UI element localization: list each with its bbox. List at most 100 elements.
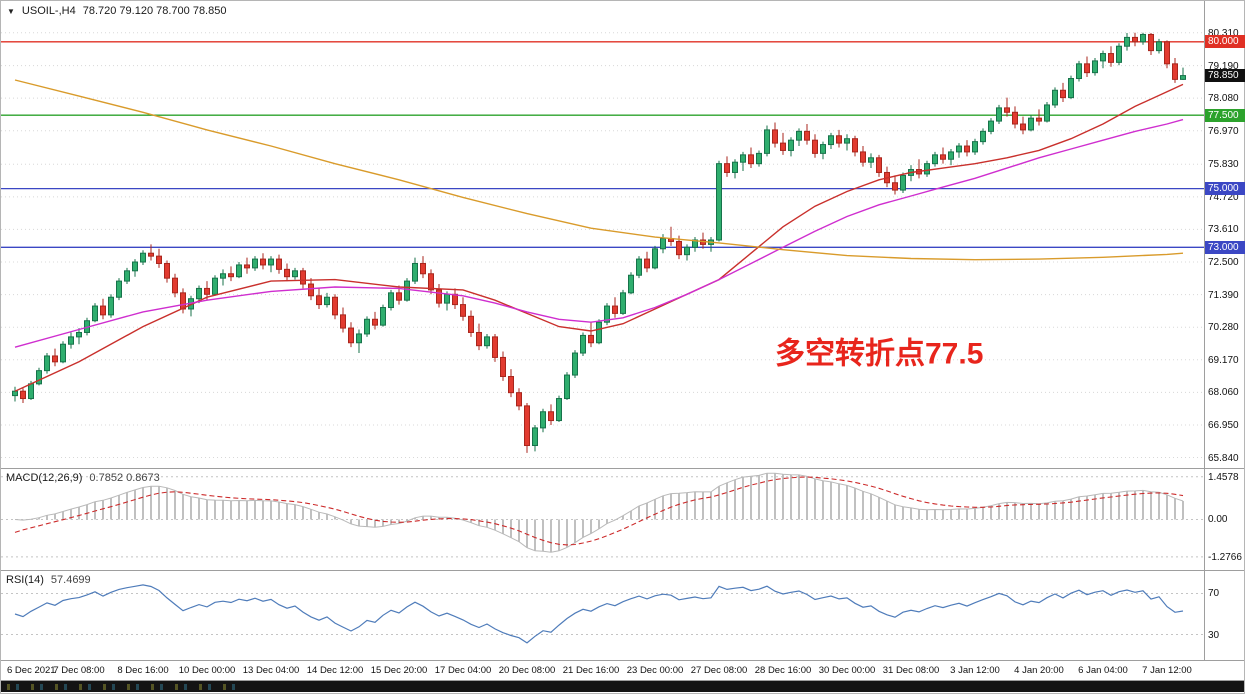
candle[interactable] [396,292,402,301]
candle[interactable] [44,355,50,372]
candle[interactable] [1148,33,1154,52]
price-badge[interactable]: 75.000 [1205,182,1245,196]
candle[interactable] [260,258,266,266]
candle[interactable] [532,427,538,447]
candle[interactable] [436,289,442,304]
candle[interactable] [948,151,954,160]
candle[interactable] [620,292,626,314]
candle[interactable] [604,305,610,323]
candle[interactable] [1020,123,1026,131]
candle[interactable] [276,258,282,270]
candle[interactable] [356,333,362,344]
candle[interactable] [316,295,322,306]
candle[interactable] [980,130,986,143]
candle[interactable] [860,151,866,163]
candle[interactable] [1172,63,1178,80]
candle[interactable] [60,343,66,363]
candle[interactable] [508,376,514,394]
candle[interactable] [716,163,722,241]
candle[interactable] [940,154,946,160]
candle[interactable] [812,139,818,154]
candle[interactable] [876,157,882,173]
candle[interactable] [28,383,34,400]
candle[interactable] [676,240,682,256]
candle[interactable] [740,154,746,163]
candle[interactable] [580,334,586,354]
candle[interactable] [180,292,186,310]
candle[interactable] [68,336,74,345]
macd-chart[interactable] [1,469,1204,570]
candle[interactable] [116,280,122,298]
candle[interactable] [212,277,218,295]
candle[interactable] [732,161,738,173]
candle[interactable] [1044,104,1050,122]
candle[interactable] [476,331,482,347]
candle[interactable] [972,141,978,153]
candle[interactable] [796,130,802,141]
candle[interactable] [268,258,274,266]
candle[interactable] [1164,41,1170,65]
candle[interactable] [1052,89,1058,106]
candle[interactable] [772,129,778,144]
candle[interactable] [932,154,938,165]
candle[interactable] [540,411,546,429]
candle[interactable] [548,411,554,422]
candle[interactable] [132,261,138,272]
rsi-indicator-pane[interactable]: RSI(14) 57.4699 70 30 [1,571,1244,661]
candle[interactable] [804,130,810,141]
candle[interactable] [300,270,306,285]
candle[interactable] [1084,63,1090,74]
candle[interactable] [900,174,906,191]
candle[interactable] [236,264,242,278]
candle[interactable] [820,144,826,154]
candle[interactable] [956,145,962,153]
candle[interactable] [428,273,434,291]
price-badge[interactable]: 78.850 [1205,69,1245,83]
candle[interactable] [644,258,650,269]
candle[interactable] [1100,53,1106,62]
candle[interactable] [380,307,386,326]
candle[interactable] [596,321,602,344]
candle[interactable] [388,292,394,309]
candle[interactable] [140,252,146,263]
candle[interactable] [1180,75,1186,80]
candle[interactable] [1140,33,1146,43]
candle[interactable] [468,315,474,333]
candle[interactable] [852,138,858,153]
time-axis[interactable]: 6 Dec 2021 7 Dec 08:00 8 Dec 16:00 10 Dec 0… [1,661,1244,681]
candle[interactable] [172,277,178,294]
candle[interactable] [988,120,994,132]
candle[interactable] [612,305,618,314]
candle[interactable] [252,258,258,269]
candle[interactable] [444,293,450,304]
candle[interactable] [204,287,210,295]
candle[interactable] [500,356,506,378]
price-badge[interactable]: 80.000 [1205,35,1245,49]
candle[interactable] [764,129,770,154]
candle[interactable] [452,293,458,306]
ma-orange[interactable] [14,79,1184,261]
candle[interactable] [332,296,338,316]
candle[interactable] [1004,107,1010,113]
candle[interactable] [788,139,794,151]
price-badge[interactable]: 77.500 [1205,108,1245,122]
candle[interactable] [292,270,298,278]
candle[interactable] [652,248,658,269]
candle[interactable] [284,268,290,278]
candle[interactable] [1076,63,1082,80]
candle[interactable] [364,318,370,335]
macd-indicator-pane[interactable]: MACD(12,26,9) 0.7852 0.8673 1.4578 0.00 -1… [1,469,1244,571]
candle[interactable] [196,287,202,300]
candle[interactable] [1036,117,1042,122]
candle[interactable] [348,327,354,344]
candle[interactable] [1060,89,1066,99]
candle[interactable] [220,273,226,279]
candle[interactable] [156,255,162,264]
ma-magenta[interactable] [14,118,1184,348]
candle[interactable] [836,135,842,144]
candle[interactable] [1028,117,1034,131]
candle[interactable] [1092,60,1098,74]
candle[interactable] [20,390,26,400]
candle[interactable] [1156,41,1162,52]
candle[interactable] [1132,36,1138,43]
